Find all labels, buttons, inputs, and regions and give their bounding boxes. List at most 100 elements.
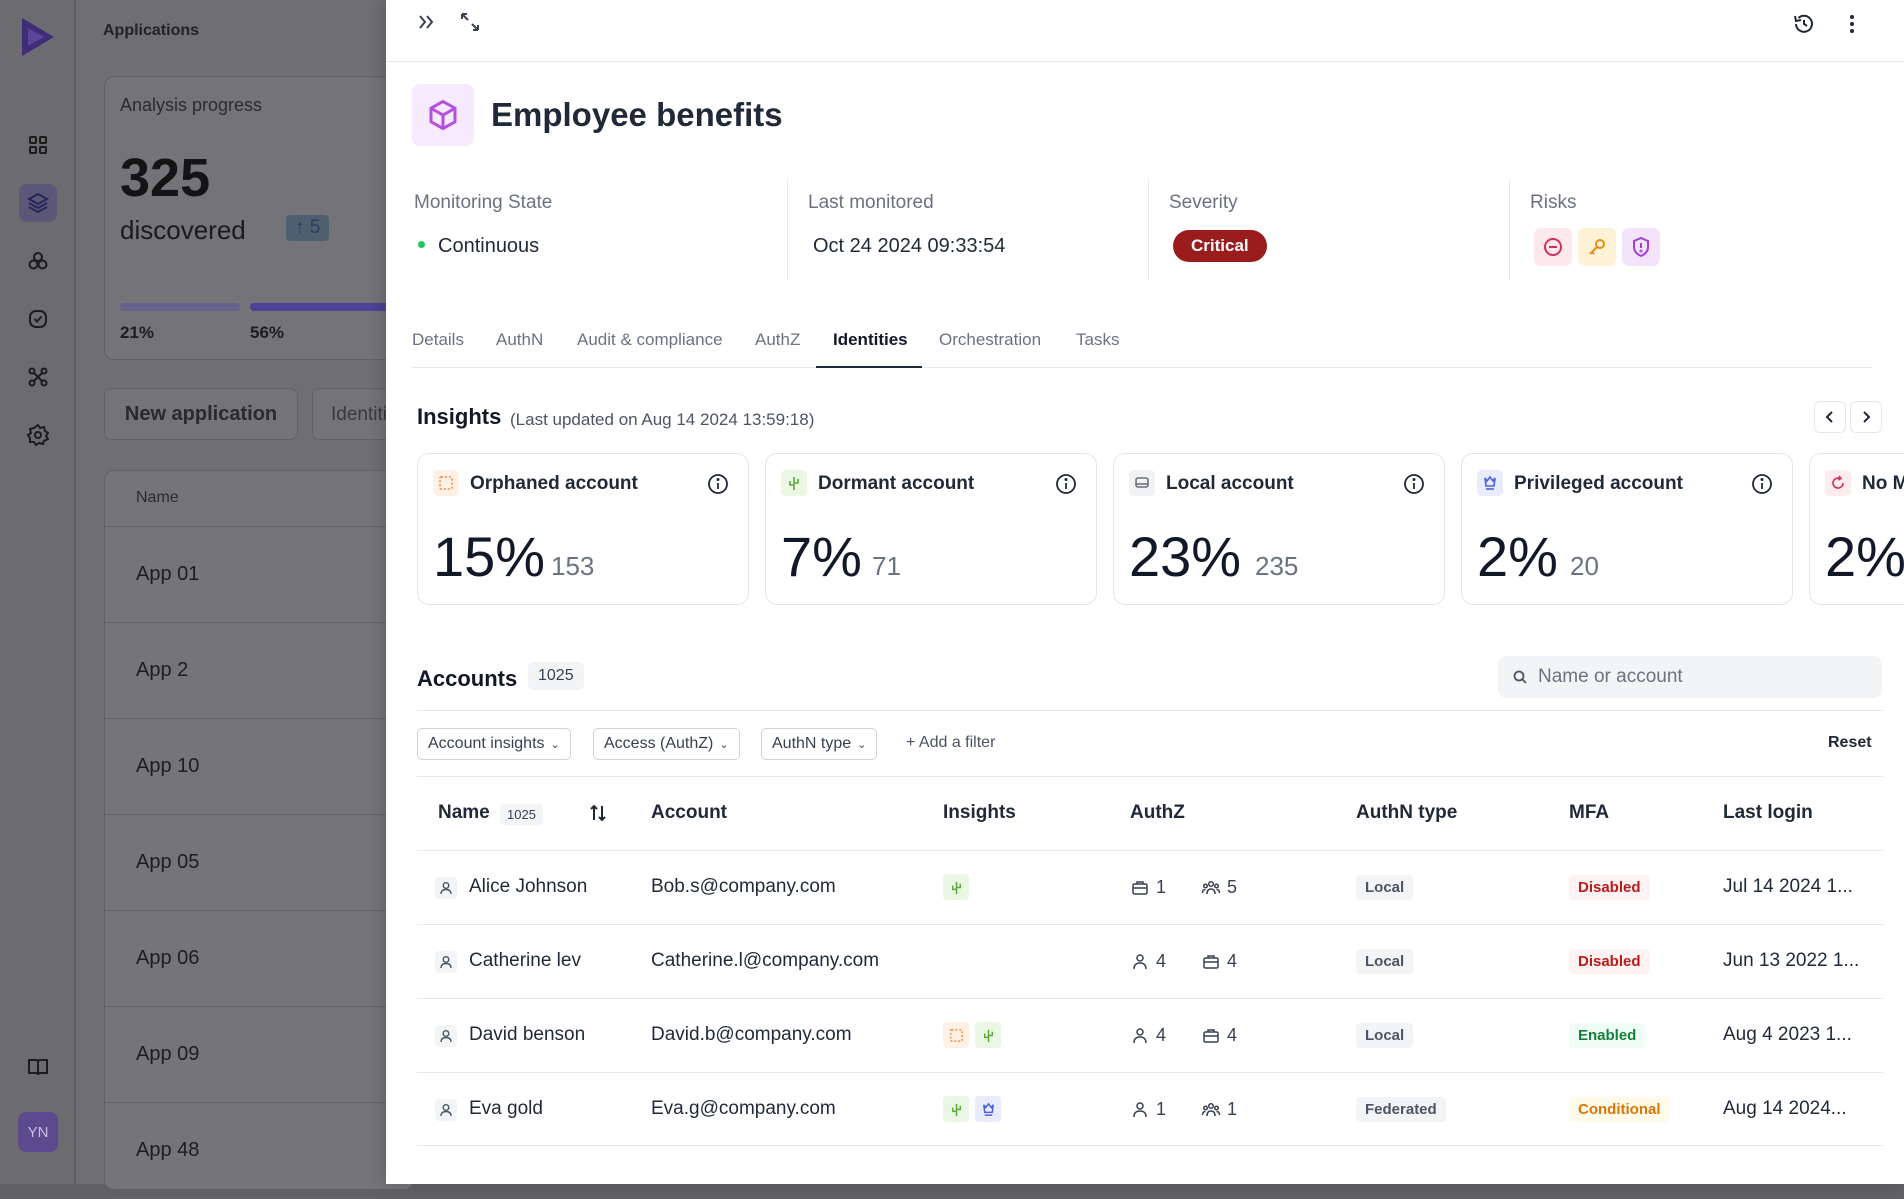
insight-badges [943,1022,1007,1048]
new-application-button[interactable]: New application [104,388,298,440]
search-box[interactable] [1498,656,1882,698]
filter-access-authz[interactable]: Access (AuthZ) ⌄ [593,728,740,760]
filter-label: Account insights [428,735,545,752]
tab-authz[interactable]: AuthZ [755,330,801,349]
briefcase-icon [1203,954,1219,969]
crown-icon [975,1096,1001,1122]
table-row[interactable]: App 09 [105,1007,413,1103]
progress-pct-2: 56% [250,323,285,342]
tab-orchestration[interactable]: Orchestration [939,330,1042,349]
circles-icon[interactable] [19,242,57,280]
tab-tasks[interactable]: Tasks [1076,330,1120,349]
tab-authn[interactable]: AuthN [496,330,544,349]
insight-badges [943,874,975,900]
dashboard-icon[interactable] [19,126,57,164]
table-row[interactable]: App 2 [105,623,413,719]
table-row[interactable]: App 05 [105,815,413,911]
tab-identities[interactable]: Identities [833,330,908,349]
more-menu-icon[interactable] [1838,10,1866,38]
layers-icon[interactable] [19,184,57,222]
dashed-square-icon [433,470,459,496]
no-entry-icon[interactable] [1534,228,1572,266]
book-icon[interactable] [19,1048,57,1086]
authz-users: 1 [1130,1099,1166,1120]
column-header-insights[interactable]: Insights [943,802,1016,823]
table-row[interactable]: App 06 [105,911,413,1007]
expand-icon[interactable] [456,8,484,36]
account-name: Eva gold [469,1098,543,1119]
tab-audit-compliance[interactable]: Audit & compliance [577,330,723,349]
table-row[interactable]: Catherine lev Catherine.l@company.com 4 … [417,924,1883,998]
authz-count: 1 [1227,1099,1238,1119]
insights-next-button[interactable] [1850,401,1882,433]
insight-count: 71 [872,551,901,581]
monitoring-state: Monitoring State Continuous [398,180,758,280]
insight-card-no-mfa[interactable]: No M 2% [1809,453,1904,605]
insight-title: Local account [1166,473,1294,494]
settings-icon[interactable] [19,416,57,454]
accounts-title: Accounts [417,666,518,691]
authz-count: 4 [1227,1025,1238,1045]
check-circle-icon[interactable] [19,300,57,338]
info-icon[interactable] [1054,472,1078,496]
chevron-down-icon: ⌄ [719,739,729,751]
insight-card-privileged[interactable]: Privileged account 2% 20 [1461,453,1793,605]
authz-roles: 4 [1201,951,1237,972]
column-header-last-login[interactable]: Last login [1723,802,1813,823]
shield-alert-icon[interactable] [1622,228,1660,266]
insight-card-local[interactable]: Local account 23% 235 [1113,453,1445,605]
insight-card-orphaned[interactable]: Orphaned account 15% 153 [417,453,749,605]
history-icon[interactable] [1790,10,1818,38]
authz-count: 4 [1156,951,1167,971]
logo[interactable] [18,16,58,58]
insight-title: Dormant account [818,473,975,494]
mfa-status-badge: Conditional [1569,1097,1670,1122]
local-icon [1129,470,1155,496]
search-input[interactable] [1538,656,1868,698]
info-icon[interactable] [1750,472,1774,496]
insight-title: Orphaned account [470,473,638,494]
key-icon[interactable] [1578,228,1616,266]
divider [1509,180,1510,280]
avatar[interactable]: YN [18,1112,58,1152]
insights-prev-button[interactable] [1814,401,1846,433]
authn-type-badge: Local [1356,875,1414,900]
table-row[interactable]: David benson David.b@company.com 4 4 Loc… [417,998,1883,1072]
divider [1148,180,1149,280]
table-row[interactable]: Eva gold Eva.g@company.com 1 1 Federated… [417,1072,1883,1146]
insight-card-dormant[interactable]: Dormant account 7% 71 [765,453,1097,605]
divider [417,710,1883,711]
table-row[interactable]: App 48 [105,1103,413,1199]
authz-count: 5 [1227,877,1238,897]
filter-authn-type[interactable]: AuthN type ⌄ [761,728,878,760]
network-icon[interactable] [19,358,57,396]
column-header-authz[interactable]: AuthZ [1130,802,1185,823]
info-icon[interactable] [706,472,730,496]
info-icon[interactable] [1402,472,1426,496]
tab-details[interactable]: Details [412,330,464,349]
plus-icon: + [906,734,919,751]
column-header-name[interactable]: Name [438,802,490,823]
filter-account-insights[interactable]: Account insights ⌄ [417,728,571,760]
collapse-drawer-icon[interactable] [412,8,440,36]
add-filter-button[interactable]: + Add a filter [906,734,995,752]
user-icon [435,1025,457,1047]
reset-button[interactable]: Reset [1828,734,1872,751]
authz-count: 4 [1156,1025,1167,1045]
table-row[interactable]: Alice Johnson Bob.s@company.com 1 5 Loca… [417,850,1883,924]
last-monitored-label: Last monitored [808,192,934,213]
column-header-mfa[interactable]: MFA [1569,802,1610,823]
last-login: Jul 14 2024 1... [1723,876,1853,897]
last-monitored-value: Oct 24 2024 09:33:54 [813,235,1006,257]
cactus-icon [943,1096,969,1122]
divider [417,776,1883,777]
drawer-toolbar [386,0,1904,62]
table-row[interactable]: App 10 [105,719,413,815]
dashed-square-icon [943,1022,969,1048]
monitoring-state-text: Continuous [438,235,540,257]
column-header-authn[interactable]: AuthN type [1356,802,1458,823]
table-row[interactable]: App 01 [105,527,413,623]
sort-icon[interactable] [586,801,610,825]
column-header-account[interactable]: Account [651,802,727,823]
